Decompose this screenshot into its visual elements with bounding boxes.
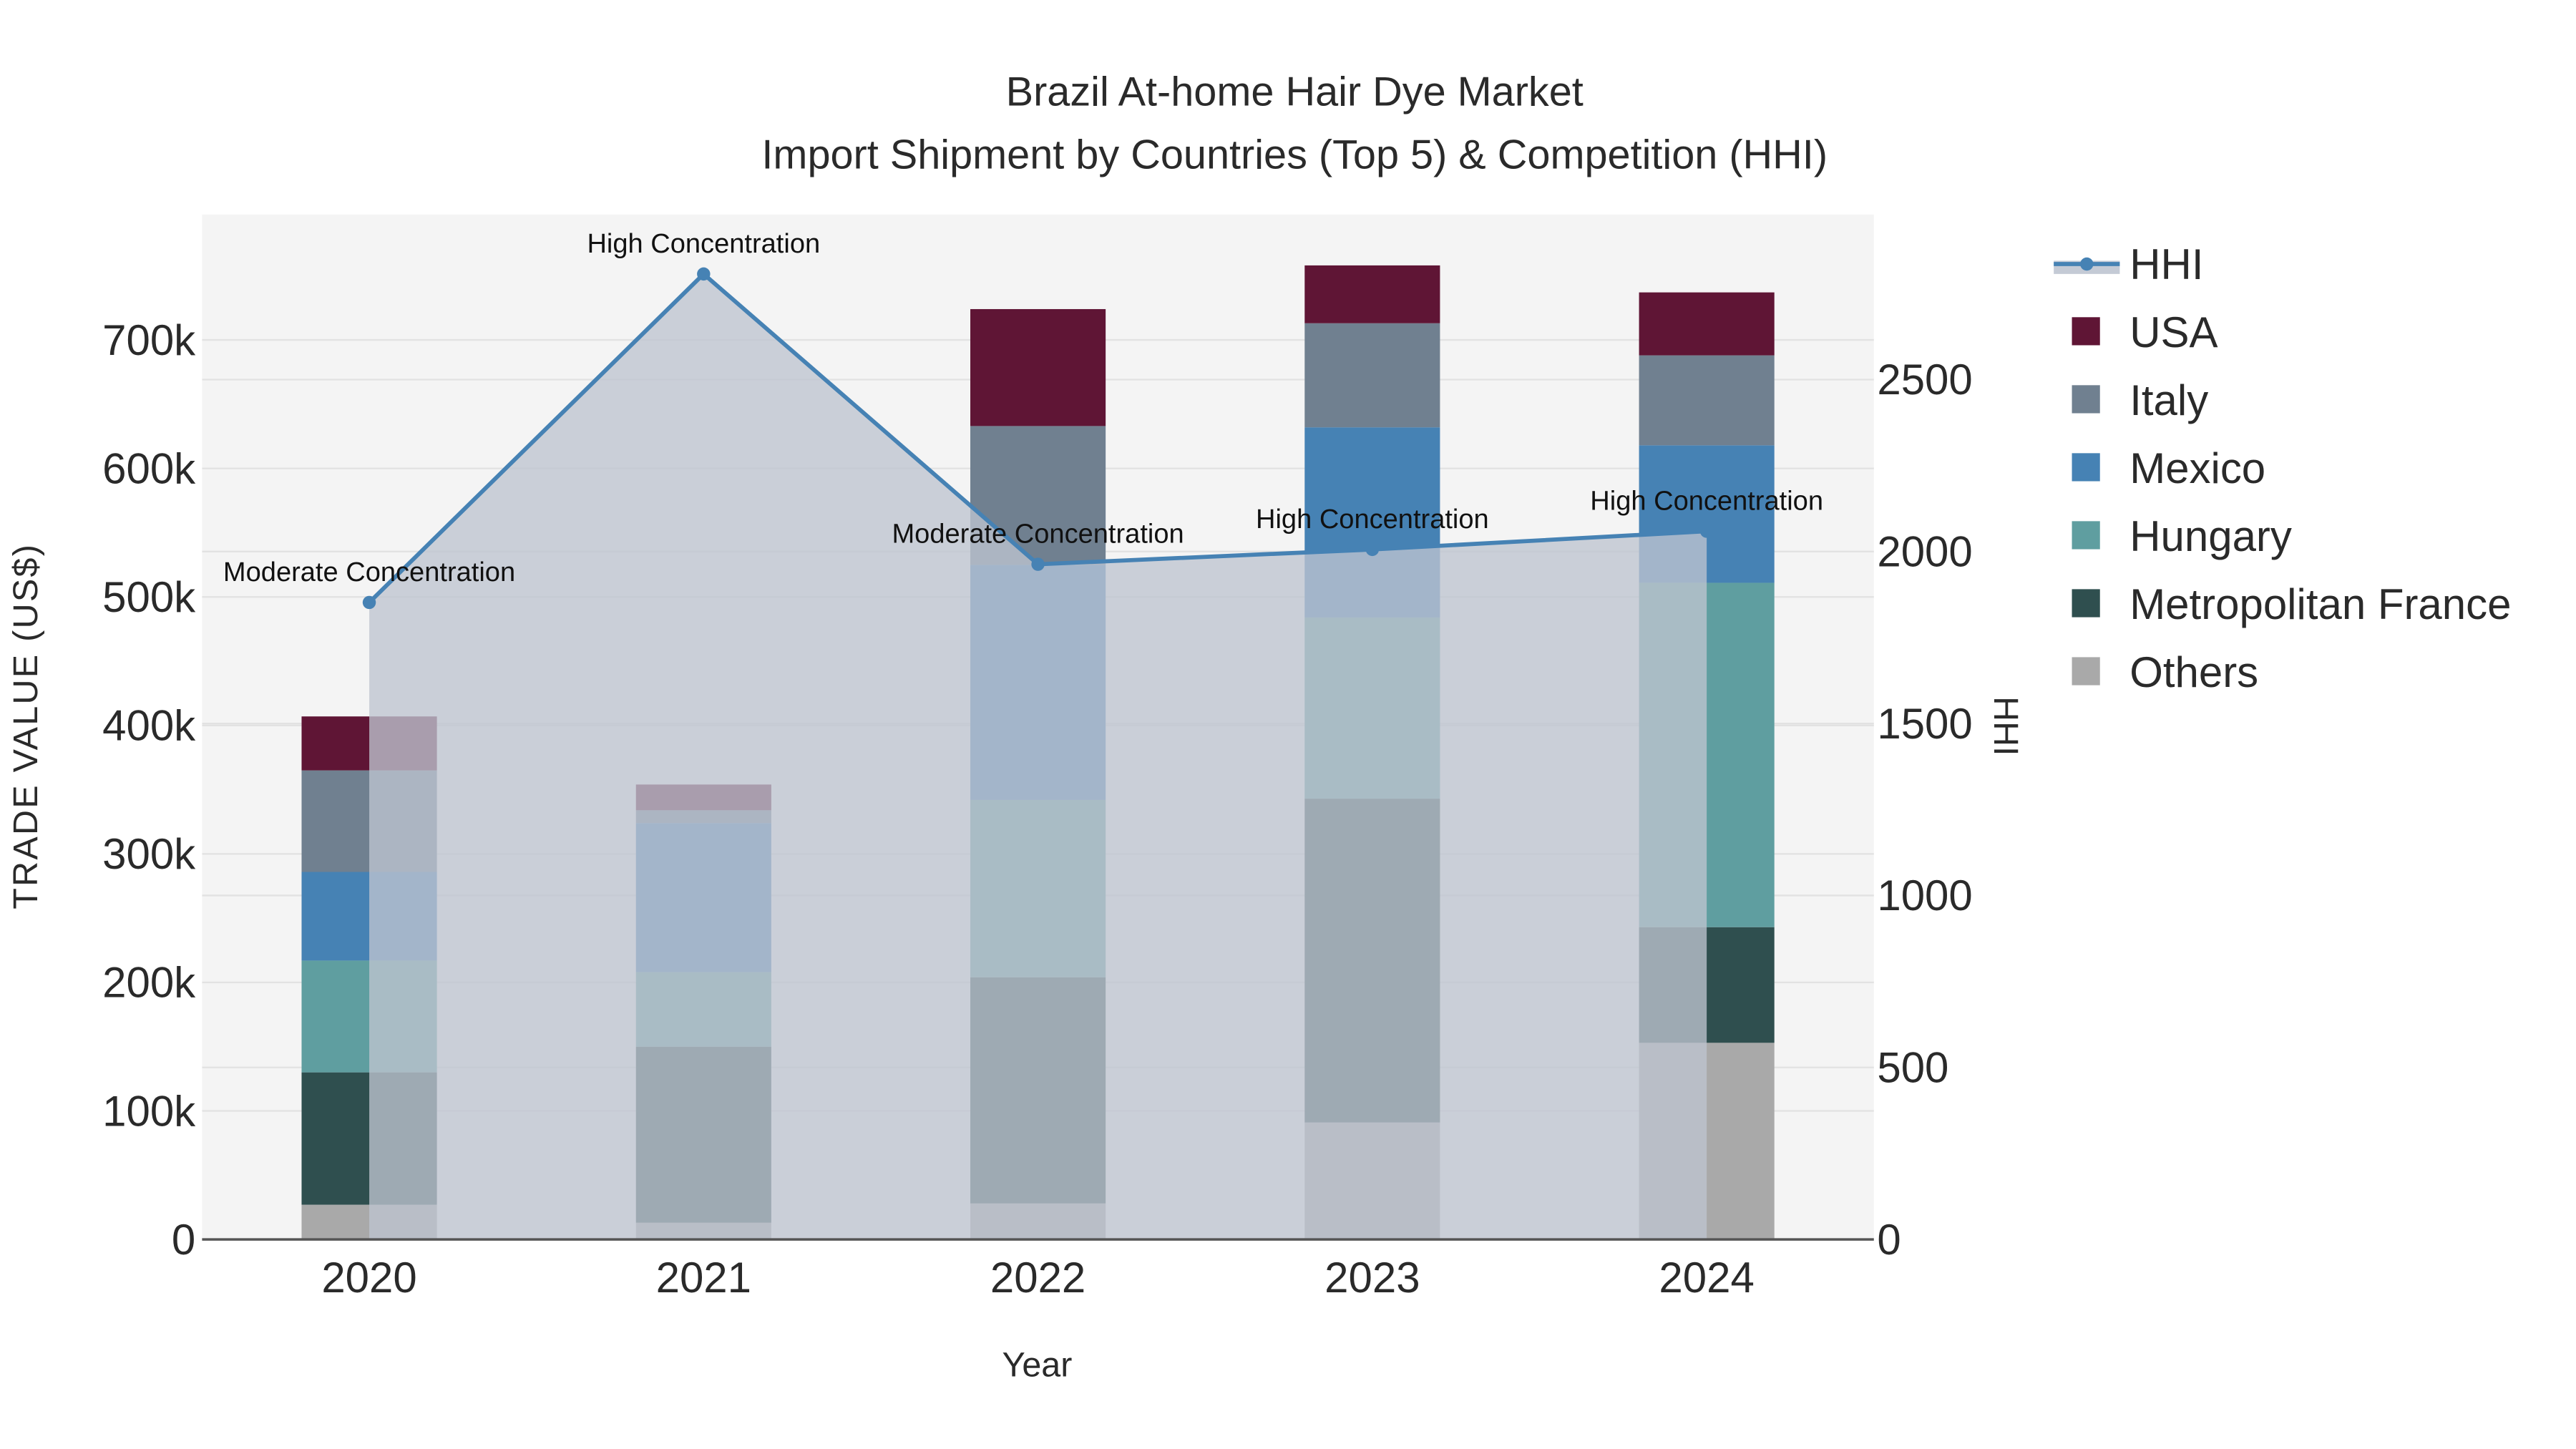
y-axis-title: TRADE VALUE (US$) xyxy=(6,543,45,909)
legend-label: Metropolitan France xyxy=(2129,580,2511,628)
hhi-point xyxy=(1699,525,1714,538)
legend-swatch-usa xyxy=(2072,317,2100,346)
legend-label: Mexico xyxy=(2129,444,2265,492)
bar-italy xyxy=(1639,355,1775,446)
bar-italy xyxy=(1304,323,1440,428)
hhi-point xyxy=(1031,557,1045,571)
legend-label: HHI xyxy=(2129,240,2203,288)
y-tick-label: 300k xyxy=(102,830,196,878)
legend-label: USA xyxy=(2129,308,2218,356)
legend-label: Italy xyxy=(2129,376,2208,424)
y-tick-label: 500k xyxy=(102,573,196,621)
bar-usa xyxy=(1304,265,1440,323)
legend-swatch-mexico xyxy=(2072,453,2100,482)
y2-tick-label: 2000 xyxy=(1877,528,1972,576)
y2-tick-label: 1500 xyxy=(1877,700,1972,748)
y2-tick-label: 2500 xyxy=(1877,356,1972,404)
x-axis-title: Year xyxy=(1002,1346,1073,1385)
hhi-point xyxy=(362,595,376,610)
y2-axis-title: HHI xyxy=(1986,696,2025,756)
legend-label: Hungary xyxy=(2129,512,2292,560)
bar-usa xyxy=(1639,292,1775,356)
x-tick-label: 2020 xyxy=(321,1254,416,1302)
hhi-annotation: High Concentration xyxy=(1256,504,1489,535)
legend-hhi-marker-icon xyxy=(2080,257,2094,271)
hhi-point xyxy=(697,267,711,281)
x-tick-label: 2021 xyxy=(656,1254,751,1302)
hhi-point xyxy=(1365,542,1380,557)
y-tick-label: 100k xyxy=(102,1087,196,1135)
y-tick-label: 600k xyxy=(102,444,196,492)
x-tick-label: 2024 xyxy=(1659,1254,1754,1302)
chart-title: Brazil At-home Hair Dye Market xyxy=(1006,69,1584,115)
hhi-annotation: Moderate Concentration xyxy=(223,557,515,587)
y-tick-label: 200k xyxy=(102,959,196,1007)
legend-swatch-others xyxy=(2072,657,2100,686)
y-tick-label: 700k xyxy=(102,316,196,364)
x-tick-label: 2022 xyxy=(990,1254,1085,1302)
hhi-annotation: High Concentration xyxy=(1590,486,1823,516)
hhi-annotation: Moderate Concentration xyxy=(892,519,1184,550)
legend-label: Others xyxy=(2129,648,2258,696)
y2-tick-label: 1000 xyxy=(1877,872,1972,919)
legend-swatch-italy xyxy=(2072,385,2100,414)
legend-swatch-metropolitan-france xyxy=(2072,589,2100,618)
hhi-annotation: High Concentration xyxy=(587,229,820,259)
legend-swatch-hungary xyxy=(2072,521,2100,550)
hhi-area xyxy=(369,273,1707,1240)
y-tick-label: 0 xyxy=(172,1216,195,1264)
y-tick-label: 400k xyxy=(102,702,196,750)
chart-subtitle: Import Shipment by Countries (Top 5) & C… xyxy=(761,132,1828,177)
y2-tick-label: 500 xyxy=(1877,1044,1948,1092)
bar-usa xyxy=(970,308,1106,426)
y2-tick-label: 0 xyxy=(1877,1216,1901,1264)
x-tick-label: 2023 xyxy=(1324,1254,1420,1302)
